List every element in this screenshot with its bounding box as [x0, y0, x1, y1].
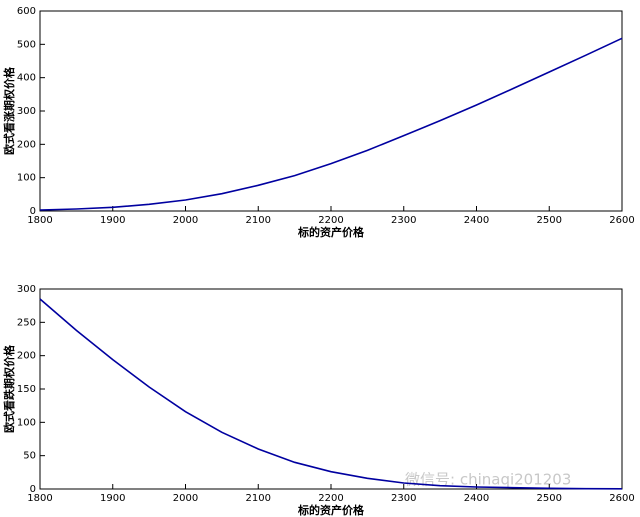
line [39, 37, 623, 211]
x-tick-label: 1800 [27, 215, 52, 226]
x-tick-label: 1900 [100, 493, 125, 504]
x-tick-label: 2200 [318, 215, 343, 226]
x-tick-label: 2500 [537, 493, 562, 504]
plot-frame [39, 10, 623, 212]
x-tick-label: 2100 [246, 215, 271, 226]
y-tick-label: 300 [17, 106, 36, 117]
x-tick-label: 2100 [246, 493, 271, 504]
y-tick-label: 250 [17, 317, 36, 328]
x-axis-label: 标的资产价格 [297, 225, 365, 239]
plot-frame [39, 288, 623, 490]
y-tick-label: 500 [17, 39, 36, 50]
x-tick-label: 2600 [609, 215, 634, 226]
x-tick-label: 2600 [609, 493, 634, 504]
y-tick-label: 100 [17, 417, 36, 428]
y-tick-label: 200 [17, 351, 36, 362]
y-tick-label: 400 [17, 73, 36, 84]
x-tick-label: 2200 [318, 493, 343, 504]
line [39, 298, 623, 490]
x-tick-label: 2000 [173, 493, 198, 504]
y-tick-label: 150 [17, 384, 36, 395]
y-tick-label: 200 [17, 139, 36, 150]
x-tick-label: 1800 [27, 493, 52, 504]
x-tick-label: 1900 [100, 215, 125, 226]
x-tick-label: 2000 [173, 215, 198, 226]
x-axis-label: 标的资产价格 [297, 503, 365, 517]
y-axis-label: 欧式看涨期权价格 [2, 66, 16, 155]
x-tick-label: 2300 [391, 493, 416, 504]
y-tick-label: 100 [17, 173, 36, 184]
y-tick-label: 0 [30, 206, 36, 217]
x-tick-label: 2300 [391, 215, 416, 226]
x-tick-label: 2400 [464, 493, 489, 504]
y-tick-label: 0 [30, 484, 36, 495]
x-tick-label: 2400 [464, 215, 489, 226]
y-axis-label: 欧式看跌期权价格 [2, 344, 16, 433]
watermark: 微信号: chinaqi201203 [405, 471, 571, 489]
y-tick-label: 50 [23, 451, 36, 462]
y-tick-label: 300 [17, 284, 36, 295]
y-tick-label: 600 [17, 6, 36, 17]
x-tick-label: 2500 [537, 215, 562, 226]
